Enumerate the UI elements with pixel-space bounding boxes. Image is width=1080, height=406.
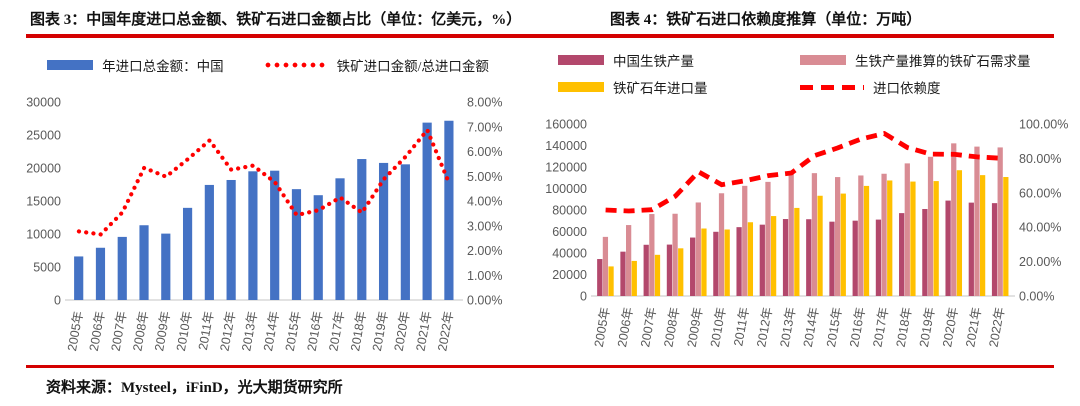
legend-item-ore-demand: 生铁产量推算的铁矿石需求量: [800, 50, 1078, 70]
legend-label-import-dependency: 进口依赖度: [873, 81, 941, 96]
plot-figure-4: 0 20000 40000 60000 80000 100000 120000 140000 1…: [545, 118, 1068, 349]
svg-text:120000: 120000: [545, 161, 587, 175]
svg-text:30000: 30000: [26, 96, 61, 110]
svg-text:2007年: 2007年: [638, 306, 659, 348]
legend-item-import-dependency: 进口依赖度: [800, 77, 1078, 97]
svg-text:80.00%: 80.00%: [1019, 152, 1061, 166]
legend-swatch-maroon-bar-icon: [558, 55, 604, 65]
svg-text:15000: 15000: [26, 195, 61, 209]
svg-text:3.00%: 3.00%: [467, 219, 502, 233]
svg-text:2019年: 2019年: [917, 306, 938, 348]
svg-text:2006年: 2006年: [615, 306, 636, 348]
svg-text:8.00%: 8.00%: [467, 96, 502, 110]
svg-text:20000: 20000: [552, 268, 587, 282]
svg-text:2020年: 2020年: [392, 310, 413, 352]
svg-text:2010年: 2010年: [174, 310, 195, 352]
legend-swatch-salmon-bar-icon: [800, 55, 846, 65]
svg-text:10000: 10000: [26, 228, 61, 242]
svg-text:2008年: 2008年: [130, 310, 151, 352]
svg-text:4.00%: 4.00%: [467, 195, 502, 209]
svg-text:0: 0: [54, 294, 61, 308]
legend-item-pig-iron-output: 中国生铁产量: [558, 50, 800, 70]
svg-text:2017年: 2017年: [326, 310, 347, 352]
svg-text:60.00%: 60.00%: [1019, 186, 1061, 200]
svg-text:40.00%: 40.00%: [1019, 221, 1061, 235]
legend-swatch-dotted-line-icon: [263, 62, 328, 68]
plot-figure-3: 0 5000 10000 15000 20000 25000 30000 0.00% 1.00%…: [26, 96, 502, 353]
svg-text:2017年: 2017年: [870, 306, 891, 348]
legend-figure-3: 年进口总金额：中国 铁矿进口金额/总进口金额: [18, 46, 518, 92]
svg-text:2014年: 2014年: [801, 306, 822, 348]
svg-text:2012年: 2012年: [754, 306, 775, 348]
svg-text:2018年: 2018年: [894, 306, 915, 348]
svg-text:2009年: 2009年: [685, 306, 706, 348]
svg-text:0.00%: 0.00%: [1019, 290, 1054, 304]
svg-text:2016年: 2016年: [847, 306, 868, 348]
svg-text:7.00%: 7.00%: [467, 120, 502, 134]
legend-swatch-gold-bar-icon: [558, 82, 604, 92]
title-divider: [26, 34, 1054, 38]
svg-text:100000: 100000: [545, 182, 587, 196]
svg-text:2012年: 2012年: [218, 310, 239, 352]
footer-divider: [26, 365, 1054, 368]
svg-text:2021年: 2021年: [963, 306, 984, 348]
svg-text:140000: 140000: [545, 139, 587, 153]
svg-text:2008年: 2008年: [661, 306, 682, 348]
page-title-figure-3: 图表 3：中国年度进口总金额、铁矿石进口金额占比（单位：亿美元，%）: [30, 12, 522, 28]
svg-text:2015年: 2015年: [283, 310, 304, 352]
svg-text:2016年: 2016年: [305, 310, 326, 352]
svg-text:6.00%: 6.00%: [467, 145, 502, 159]
svg-text:2013年: 2013年: [778, 306, 799, 348]
svg-text:0.00%: 0.00%: [467, 294, 502, 308]
legend-label-ore-imports: 铁矿石年进口量: [613, 81, 708, 96]
legend-swatch-dashed-line-icon: [800, 84, 864, 90]
svg-text:2022年: 2022年: [987, 306, 1008, 348]
svg-text:2021年: 2021年: [414, 310, 435, 352]
svg-text:2010年: 2010年: [708, 306, 729, 348]
title-bar: 图表 3：中国年度进口总金额、铁矿石进口金额占比（单位：亿美元，%） 图表 4：…: [0, 0, 1080, 30]
svg-text:2019年: 2019年: [370, 310, 391, 352]
svg-text:2005年: 2005年: [592, 306, 613, 348]
legend-label-ore-share: 铁矿进口金额/总进口金额: [336, 59, 489, 74]
chart-figure-4: 中国生铁产量 生铁产量推算的铁矿石需求量 铁矿石年进口量 进口依赖度 0 2000…: [542, 46, 1078, 359]
svg-text:80000: 80000: [552, 204, 587, 218]
svg-text:5000: 5000: [33, 261, 61, 275]
svg-text:60000: 60000: [552, 225, 587, 239]
svg-text:160000: 160000: [545, 118, 587, 132]
svg-text:2009年: 2009年: [152, 310, 173, 352]
svg-text:2006年: 2006年: [87, 310, 108, 352]
legend-item-annual-import-total: 年进口总金额：中国: [47, 55, 224, 75]
svg-text:5.00%: 5.00%: [467, 170, 502, 184]
svg-text:20.00%: 20.00%: [1019, 255, 1061, 269]
legend-label-pig-iron-output: 中国生铁产量: [613, 54, 694, 69]
chart-figure-3: 年进口总金额：中国 铁矿进口金额/总进口金额 0 5000 10000 15000 20…: [18, 46, 518, 359]
svg-text:2020年: 2020年: [940, 306, 961, 348]
legend-figure-4: 中国生铁产量 生铁产量推算的铁矿石需求量 铁矿石年进口量 进口依赖度: [542, 46, 1078, 96]
svg-text:2011年: 2011年: [731, 306, 752, 347]
charts-row: 年进口总金额：中国 铁矿进口金额/总进口金额 0 5000 10000 15000 20…: [0, 46, 1080, 359]
svg-text:2007年: 2007年: [109, 310, 130, 352]
svg-text:40000: 40000: [552, 247, 587, 261]
source-note: 资料来源：Mysteel，iFinD，光大期货研究所: [46, 380, 343, 396]
svg-text:2005年: 2005年: [65, 310, 86, 352]
legend-item-ore-share: 铁矿进口金额/总进口金额: [263, 55, 489, 75]
page-title-figure-4: 图表 4：铁矿石进口依赖度推算（单位：万吨）: [610, 12, 922, 28]
svg-text:2011年: 2011年: [196, 310, 217, 351]
svg-text:2018年: 2018年: [348, 310, 369, 352]
svg-text:2014年: 2014年: [261, 310, 282, 352]
legend-label-ore-demand: 生铁产量推算的铁矿石需求量: [855, 54, 1031, 69]
svg-text:25000: 25000: [26, 129, 61, 143]
svg-text:100.00%: 100.00%: [1019, 118, 1068, 132]
legend-item-ore-imports: 铁矿石年进口量: [558, 77, 800, 97]
svg-text:20000: 20000: [26, 162, 61, 176]
svg-text:1.00%: 1.00%: [467, 269, 502, 283]
svg-text:2022年: 2022年: [435, 310, 456, 352]
svg-text:2013年: 2013年: [239, 310, 260, 352]
legend-label-annual-import-total: 年进口总金额：中国: [102, 59, 224, 74]
legend-swatch-bar-icon: [47, 60, 94, 70]
svg-text:2.00%: 2.00%: [467, 244, 502, 258]
svg-text:2015年: 2015年: [824, 306, 845, 348]
svg-text:0: 0: [580, 290, 587, 304]
